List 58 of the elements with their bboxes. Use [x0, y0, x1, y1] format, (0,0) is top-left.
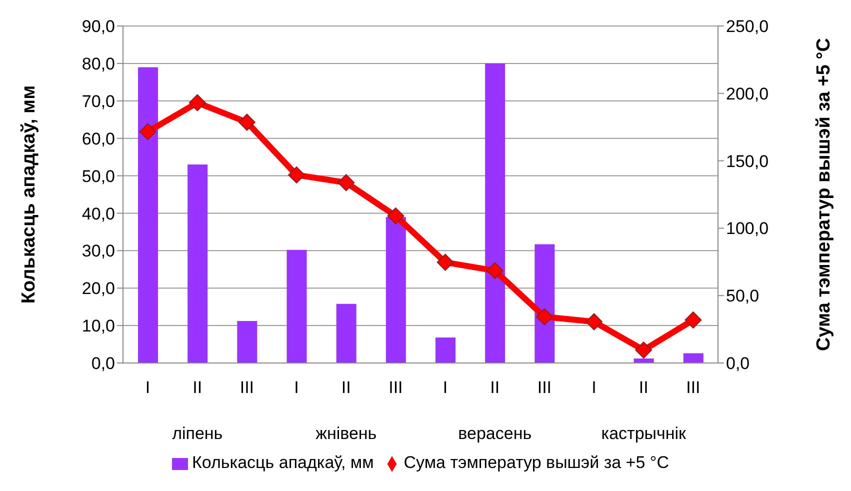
- y-tick-label: 20,0: [82, 279, 115, 298]
- bar: [436, 338, 456, 363]
- x-tick-label: III: [537, 378, 552, 397]
- x-tick-label: I: [294, 378, 299, 397]
- bar: [336, 304, 356, 363]
- bar: [386, 216, 406, 363]
- y2-tick-label: 100,0: [726, 219, 769, 238]
- y-tick-label: 90,0: [82, 17, 115, 36]
- y2-tick-label: 250,0: [726, 17, 769, 36]
- y-tick-label: 50,0: [82, 166, 115, 186]
- bar: [683, 353, 704, 363]
- text: ліпень: [172, 424, 223, 443]
- y-axis-title: Колькасць ападкаў, мм: [18, 85, 40, 304]
- point: [338, 174, 355, 192]
- x-tick-label: II: [638, 378, 648, 397]
- y-tick-label: 60,0: [82, 129, 115, 148]
- text: кастрычнік: [601, 424, 687, 443]
- y-tick-label: 40,0: [82, 204, 115, 224]
- x-tick-label: I: [442, 378, 448, 397]
- x-tick-label: II: [341, 378, 351, 397]
- x-tick-label: III: [686, 378, 700, 397]
- point: [288, 166, 306, 184]
- y2-tick-label: 150,0: [726, 152, 769, 171]
- bar: [534, 244, 555, 363]
- point: [139, 123, 156, 140]
- bar: [237, 321, 258, 363]
- y-tick-label: 30,0: [82, 242, 115, 261]
- x-tick-label: I: [592, 378, 596, 397]
- point: [635, 342, 652, 359]
- y2-tick-label: 50,0: [726, 286, 760, 306]
- y2-tick-label: 200,0: [726, 84, 769, 104]
- x-tick-label: I: [145, 378, 150, 397]
- y-tick-label: 70,0: [82, 92, 115, 111]
- point: [486, 262, 504, 280]
- text: жнівень: [316, 424, 377, 443]
- y2-axis-title: Сума тэмператур вышэй за +5 °C: [814, 38, 835, 351]
- bar: [138, 67, 158, 363]
- bar: [188, 164, 208, 363]
- point: [188, 94, 206, 112]
- legend-label: Колькасць ападкаў, мм: [192, 453, 374, 472]
- y2-tick-label: 0,0: [726, 354, 750, 374]
- x-tick-label: II: [192, 378, 202, 397]
- point: [536, 308, 553, 326]
- legend-label: Сума тэмператур вышэй за +5 °C: [404, 453, 669, 472]
- point: [238, 114, 256, 131]
- point: [387, 207, 404, 224]
- point: [684, 312, 702, 328]
- y-tick-label: 80,0: [82, 54, 115, 74]
- y-tick-label: 10,0: [82, 316, 115, 336]
- bar: [485, 63, 506, 363]
- x-tick-label: III: [388, 378, 403, 397]
- bar: [286, 250, 307, 363]
- x-tick-label: II: [490, 378, 500, 397]
- text: верасень: [458, 424, 532, 443]
- y-tick-label: 0,0: [91, 354, 115, 374]
- point: [586, 313, 603, 330]
- x-tick-label: III: [240, 378, 254, 397]
- point: [436, 254, 454, 271]
